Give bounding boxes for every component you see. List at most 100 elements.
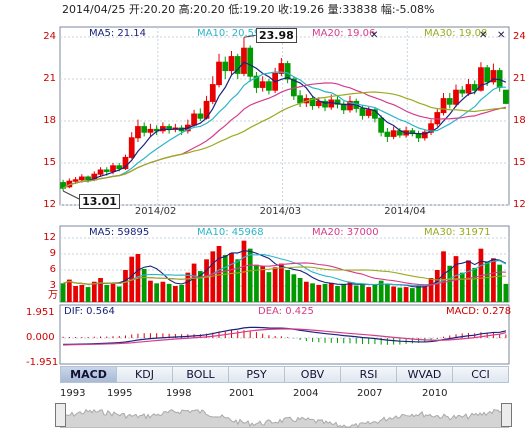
overview-handle-right[interactable] <box>501 403 512 427</box>
volume-ma-legend: MA5: 59895 <box>89 227 150 238</box>
price-axis-left-label: 12 <box>43 199 56 210</box>
dea-line <box>63 328 507 346</box>
candle-body <box>365 109 372 116</box>
candle-body <box>471 84 478 91</box>
volume-bar <box>353 285 359 302</box>
price-axis-right-label: 18 <box>513 115 526 126</box>
volume-bar <box>85 287 91 302</box>
volume-bar <box>172 286 178 302</box>
timeline-year-label: 1995 <box>107 388 133 399</box>
volume-bar <box>285 270 290 302</box>
event-marker-icon[interactable]: ✕ <box>479 30 488 41</box>
volume-ma-legend: MA20: 37000 <box>312 227 379 238</box>
candle-body <box>72 179 79 182</box>
volume-bar <box>503 283 509 302</box>
volume-bar <box>316 284 322 302</box>
volume-bar <box>179 284 184 302</box>
price-axis-left-label: 24 <box>43 31 56 42</box>
volume-bar <box>322 283 328 302</box>
candle-body <box>328 99 335 108</box>
volume-bar <box>447 265 453 302</box>
tab-obv[interactable]: OBV <box>285 366 341 383</box>
candle-body <box>247 47 254 77</box>
price-axis-left-label: 18 <box>43 115 56 126</box>
volume-bar <box>403 287 409 302</box>
price-ma30-line <box>62 91 506 189</box>
candle-body <box>434 112 441 125</box>
price-axis-right-label: 21 <box>513 73 526 84</box>
date-tick-label: 2014/04 <box>384 206 426 217</box>
volume-bar <box>279 263 284 302</box>
candle-body <box>347 100 353 111</box>
price-ma-legend: MA10: 20.59 <box>197 28 261 39</box>
volume-bar <box>79 284 85 302</box>
macd-panel-frame <box>59 304 510 365</box>
volume-bar <box>303 281 309 302</box>
low-price-callout: 13.01 <box>79 194 120 209</box>
tab-cci[interactable]: CCI <box>453 366 509 383</box>
candle-body <box>453 89 459 105</box>
volume-ma30-line <box>62 266 506 285</box>
candle-body <box>266 81 272 91</box>
volume-bar <box>466 260 471 302</box>
volume-bar <box>241 240 247 302</box>
candle-body <box>209 84 216 102</box>
volume-bar <box>272 267 278 302</box>
volume-bar <box>409 288 415 302</box>
volume-bar <box>497 264 503 302</box>
event-marker-icon[interactable]: ✕ <box>497 30 506 41</box>
macd-axis-label: 0.000 <box>26 332 55 343</box>
volume-bar <box>116 286 122 302</box>
event-marker-icon[interactable]: ✕ <box>370 30 379 41</box>
volume-bar <box>154 283 160 302</box>
price-panel-frame <box>59 26 510 206</box>
tab-psy[interactable]: PSY <box>229 366 285 383</box>
volume-bar <box>141 268 147 302</box>
volume-bar <box>148 280 153 302</box>
high-price-callout: 23.98 <box>255 28 297 44</box>
tab-wvad[interactable]: WVAD <box>397 366 453 383</box>
overview-area <box>60 407 509 428</box>
volume-unit-label: 万 <box>48 290 58 301</box>
volume-bar <box>472 267 478 302</box>
timeline-year-label: 2010 <box>422 388 448 399</box>
volume-bar <box>91 281 97 302</box>
timeline-years: 1993 1995 1998 2001 2004 2007 2010 <box>60 388 509 402</box>
tab-rsi[interactable]: RSI <box>341 366 397 383</box>
tab-kdj[interactable]: KDJ <box>117 366 173 383</box>
chart-canvas <box>59 26 510 365</box>
candle-body <box>228 56 235 72</box>
candle-body <box>490 70 497 83</box>
macd-legend: MACD: 0.278 <box>446 306 512 317</box>
candle-body <box>503 89 509 104</box>
candle-body <box>359 107 366 116</box>
candle-body <box>97 169 104 175</box>
candle-body <box>197 113 204 119</box>
volume-bar <box>204 259 209 302</box>
volume-bar <box>254 264 259 302</box>
volume-bar <box>216 246 222 302</box>
tab-boll[interactable]: BOLL <box>173 366 229 383</box>
volume-bar <box>191 263 197 302</box>
volume-bar <box>366 287 372 302</box>
indicator-tabs: MACD KDJ BOLL PSY OBV RSI WVAD CCI <box>60 366 509 383</box>
overview-handle-left[interactable] <box>55 403 66 427</box>
volume-axis-label: 9 <box>49 248 56 259</box>
volume-bar <box>260 265 266 302</box>
history-overview[interactable] <box>60 403 509 428</box>
volume-bar <box>459 272 465 302</box>
candle-body <box>484 67 491 83</box>
candle-body <box>478 67 484 91</box>
candle-body <box>85 176 91 181</box>
candle-body <box>135 126 141 139</box>
volume-bar <box>428 278 434 302</box>
candle-body <box>110 165 116 172</box>
volume-ma-legend: MA30: 31971 <box>424 227 491 238</box>
volume-bar <box>229 252 234 302</box>
tab-macd[interactable]: MACD <box>60 366 117 383</box>
volume-bar <box>235 259 241 302</box>
candle-body <box>465 84 472 94</box>
candle-body <box>222 61 229 72</box>
volume-bar <box>291 274 297 302</box>
